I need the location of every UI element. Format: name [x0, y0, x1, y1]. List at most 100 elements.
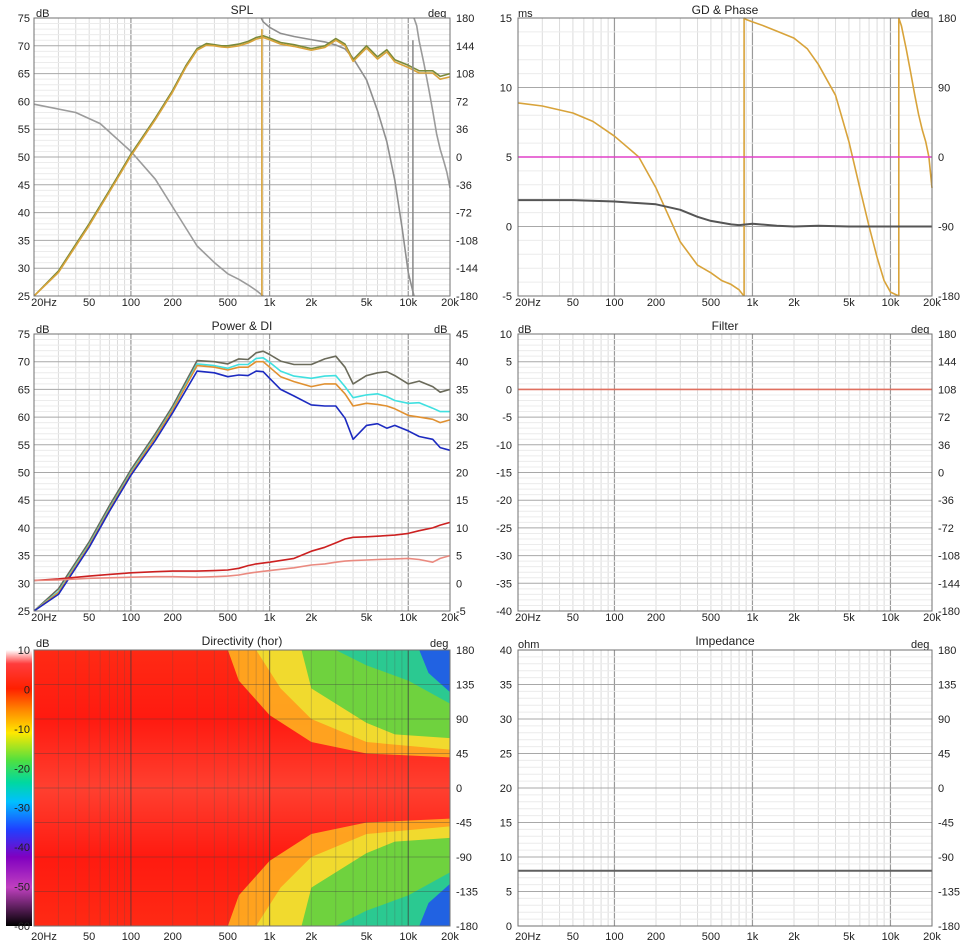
impedance-y2-tick-label: 135: [938, 680, 956, 692]
pdi-series-2: [33, 360, 451, 612]
filter-y2-tick-label: -144: [938, 578, 960, 590]
colorbar-tick-label: -10: [14, 724, 30, 736]
filter-x-tick-label: 50: [567, 612, 579, 624]
filter-y-tick-label: -40: [496, 606, 512, 618]
impedance-y2-tick-label: 0: [938, 783, 944, 795]
filter-x-tick-label: 20k: [923, 612, 941, 624]
pdi-y-tick-label: 70: [18, 357, 30, 369]
impedance-x-tick-label: 5k: [843, 931, 855, 943]
pdi-title: Power & DI: [212, 319, 273, 333]
gd-plot: 20Hz 50 100 200 500 1k 2k 5k 10k 20k -5 0 5 10 15 -180 -…: [500, 13, 960, 309]
impedance-x-tick-label: 1k: [747, 931, 759, 943]
pdi-y-tick-label: 25: [18, 606, 30, 618]
filter-y2-tick-label: 108: [938, 384, 956, 396]
filter-x-tick-label: 2k: [788, 612, 800, 624]
pdi-x-tick-label: 20Hz: [31, 612, 57, 624]
filter-y2-tick-label: -180: [938, 606, 960, 618]
filter-y-tick-label: 5: [506, 357, 512, 369]
gd-x-tick-label: 200: [647, 297, 665, 309]
directivity-region-lower-cyan: [335, 872, 450, 926]
filter-y-tick-label: -10: [496, 440, 512, 452]
colorbar-tick-label: 0: [24, 684, 30, 696]
pdi-y-tick-label: 50: [18, 468, 30, 480]
filter-y2-tick-label: -72: [938, 523, 954, 535]
spl-series-4: [33, 36, 451, 297]
gd-x-tick-label: 20k: [923, 297, 941, 309]
gd-frame: [517, 17, 933, 297]
colorbar-tick-label: -50: [14, 882, 30, 894]
impedance-y-tick-label: 25: [500, 749, 512, 761]
gd-x-tick-label: 2k: [788, 297, 800, 309]
impedance-y2-tick-label: -180: [938, 921, 960, 933]
gd-x-tick-label: 50: [567, 297, 579, 309]
spl-y-tick-label: 25: [18, 291, 30, 303]
spl-panel: SPL dB deg: [36, 3, 446, 20]
filter-x-tick-label: 100: [605, 612, 623, 624]
pdi-right-unit: dB: [434, 324, 447, 336]
pdi-plot: 20Hz 50 100 200 500 1k 2k 5k 10k 20k2530354045505…: [18, 329, 469, 624]
pdi-x-tick-label: 100: [122, 612, 140, 624]
pdi-series-4: [33, 521, 451, 582]
impedance-y2-tick-label: -45: [938, 818, 954, 830]
filter-y2-tick-label: 144: [938, 357, 956, 369]
pdi-y2-tick-label: -5: [456, 606, 466, 618]
impedance-y2-tick-label: -90: [938, 852, 954, 864]
pdi-y-tick-label: 55: [18, 440, 30, 452]
pdi-series-3: [33, 370, 451, 612]
spl-y-tick-label: 30: [18, 263, 30, 275]
directivity-x-tick-label: 2k: [306, 931, 318, 943]
directivity-y2-tick-label: 90: [456, 714, 468, 726]
gd-y-tick-label: -5: [502, 291, 512, 303]
gd-series-2: [897, 17, 933, 296]
spl-y-tick-label: 50: [18, 152, 30, 164]
filter-y2-tick-label: -108: [938, 551, 960, 563]
gd-right-unit: deg: [911, 8, 929, 20]
filter-title: Filter: [712, 319, 739, 333]
spl-title: SPL: [231, 3, 254, 17]
spl-y2-tick-label: 144: [456, 41, 474, 53]
filter-x-tick-label: 1k: [747, 612, 759, 624]
filter-x-tick-label: 500: [702, 612, 720, 624]
filter-x-tick-label: 200: [647, 612, 665, 624]
spl-right-unit: deg: [428, 8, 446, 20]
gd-x-tick-label: 20Hz: [515, 297, 541, 309]
impedance-title: Impedance: [695, 634, 755, 648]
pdi-y-tick-label: 30: [18, 578, 30, 590]
directivity-x-tick-label: 1k: [264, 931, 276, 943]
impedance-y-tick-label: 15: [500, 818, 512, 830]
gd-x-tick-label: 10k: [882, 297, 900, 309]
spl-y-tick-label: 60: [18, 96, 30, 108]
pdi-x-tick-label: 2k: [306, 612, 318, 624]
directivity-x-tick-label: 10k: [399, 931, 417, 943]
gd-y2-tick-label: -90: [938, 222, 954, 234]
spl-y2-tick-label: -72: [456, 208, 472, 220]
impedance-x-tick-label: 500: [702, 931, 720, 943]
pdi-y2-tick-label: 30: [456, 412, 468, 424]
colorbar-tick-label: -40: [14, 842, 30, 854]
directivity-left-unit: dB: [36, 638, 49, 650]
spl-y-tick-label: 75: [18, 13, 30, 25]
directivity-y2-tick-label: 0: [456, 783, 462, 795]
directivity-y2-tick-label: 180: [456, 645, 474, 657]
gd-left-unit: ms: [518, 8, 533, 20]
spl-y2-tick-label: 36: [456, 124, 468, 136]
filter-y-tick-label: -25: [496, 523, 512, 535]
filter-y-tick-label: -30: [496, 551, 512, 563]
impedance-panel: Impedance ohm deg: [518, 634, 929, 651]
spl-y2-tick-label: 108: [456, 69, 474, 81]
spl-y-tick-label: 55: [18, 124, 30, 136]
pdi-y-tick-label: 40: [18, 523, 30, 535]
spl-y2-tick-label: 0: [456, 152, 462, 164]
pdi-left-unit: dB: [36, 324, 49, 336]
directivity-x-tick-label: 20k: [441, 931, 459, 943]
gd-y-tick-label: 15: [500, 13, 512, 25]
directivity-x-tick-label: 500: [219, 931, 237, 943]
pdi-x-tick-label: 10k: [399, 612, 417, 624]
spl-y-tick-label: 35: [18, 235, 30, 247]
spl-left-unit: dB: [36, 8, 49, 20]
spl-y2-tick-label: 180: [456, 13, 474, 25]
pdi-y-tick-label: 75: [18, 329, 30, 341]
directivity-panel: Directivity (hor) dB deg: [6, 634, 448, 926]
impedance-y-tick-label: 5: [506, 887, 512, 899]
